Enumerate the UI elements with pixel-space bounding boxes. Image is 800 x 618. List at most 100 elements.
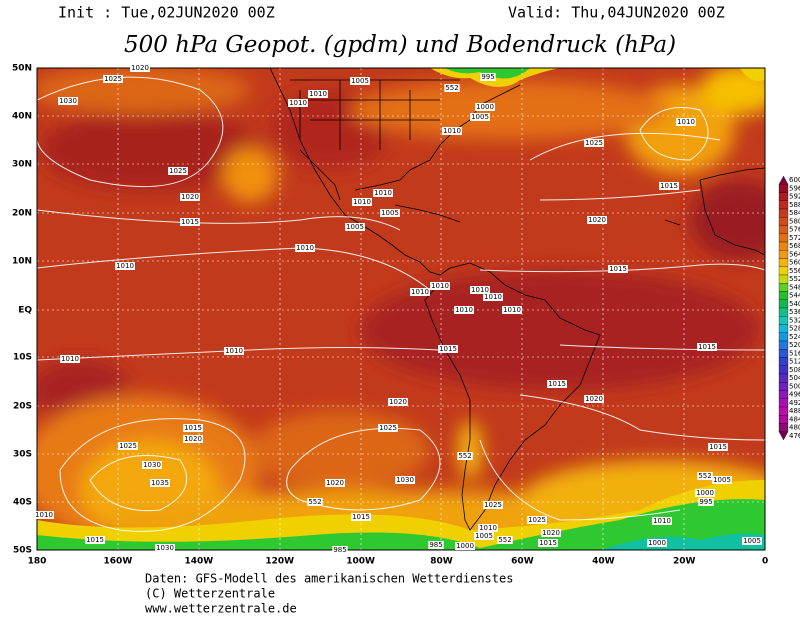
isobar-label-bg [442,127,462,135]
isobar-label: 1015 [539,539,557,547]
isobar-label: 1015 [709,443,727,451]
colorbar-label: 576 [789,226,800,234]
isobar-label-bg [180,218,200,226]
colorbar-swatch [778,307,789,317]
colorbar-label: 552 [789,275,800,283]
colorbar-label: 532 [789,316,800,324]
isobar-label: 1020 [131,64,149,72]
lat-label: 30S [13,450,32,460]
colorbar-label: 484 [789,415,800,423]
isobar-label: 985 [429,541,442,549]
lat-label: 10S [13,353,32,363]
isobar-label-bg [325,479,345,487]
isobar-label-bg [350,77,370,85]
isobar-label: 1010 [296,244,314,252]
isobar-label: 1010 [443,127,461,135]
colorbar-label: 508 [789,366,800,374]
colorbar-swatch [778,423,789,432]
colorbar-label: 540 [789,300,800,308]
isobar-label: 1010 [471,286,489,294]
isobar-label-bg [378,424,398,432]
colorbar-label: 548 [789,283,800,291]
isobar-label-bg [103,75,123,83]
colorbar-label: 544 [789,292,800,300]
colorbar-label: 568 [789,242,800,250]
isobar-label: 1010 [677,118,695,126]
lat-label: 10N [12,257,32,267]
lat-label: 50N [12,64,32,74]
isobar-label: 1010 [289,99,307,107]
map-frame [36,67,766,551]
isobar-label: 1010 [116,262,134,270]
isobar-label-bg [308,90,328,98]
colorbar-swatch [778,316,789,325]
isobar-label: 552 [458,452,471,460]
isobar-label: 1015 [548,380,566,388]
isobar-label: 1000 [456,542,474,550]
isobar-label: 552 [308,498,321,506]
colorbar-swatch [778,332,789,342]
isobar-label: 995 [481,73,494,81]
isobar-label: 1005 [713,476,731,484]
colorbar-label: 564 [789,250,800,258]
isobar-label-bg [608,265,628,273]
colorbar-label: 560 [789,259,800,267]
isobar-label-bg [58,97,78,105]
isobar-label: 1010 [61,355,79,363]
colorbar-label: 500 [789,382,800,390]
isobar-label-bg [455,542,475,550]
isobar-label: 1000 [648,539,666,547]
colorbar-label: 524 [789,333,800,341]
isobar-label-bg [712,476,732,484]
lon-label: 0 [762,557,768,567]
isobar-label: 995 [699,498,712,506]
colorbar-label: 476 [789,432,800,440]
colorbar-swatch [778,274,789,284]
isobar-label-bg [698,498,714,506]
isobar-label-bg [470,286,490,294]
isobar-label: 1020 [389,398,407,406]
isobar-label: 1035 [151,479,169,487]
isobar-label: 1010 [479,524,497,532]
isobar-label-bg [676,118,696,126]
isobar-label-bg [584,395,604,403]
isobar-label-bg [454,306,474,314]
colorbar-label: 584 [789,209,800,217]
isobar-label: 1015 [698,343,716,351]
isobar-label: 552 [498,536,511,544]
isobar-label: 1020 [326,479,344,487]
isobar-label: 1010 [35,511,53,519]
isobar-label-bg [470,113,490,121]
colorbar-swatch [778,200,789,210]
lon-label: 180 [28,557,47,567]
isobar-label-bg [183,435,203,443]
isobar-label: 1015 [352,513,370,521]
isobar-label-bg [352,198,372,206]
isobar-label-bg [480,73,496,81]
isobar-label: 1010 [411,288,429,296]
isobar-label: 1025 [379,424,397,432]
isobar-label: 1010 [353,198,371,206]
isobar-label-bg [150,479,170,487]
colorbar-label: 572 [789,234,800,242]
lon-label: 80W [430,557,453,567]
isobar-label-bg [742,537,762,545]
lon-label: 120W [265,557,294,567]
colorbar-swatch [778,431,789,441]
isobar-label-bg [428,541,444,549]
colorbar-swatch [778,415,789,424]
colorbar-label: 528 [789,325,800,333]
isobar-label: 1010 [374,189,392,197]
isobar-label-bg [332,546,348,554]
colorbar-label: 588 [789,201,800,209]
colorbar-label: 488 [789,407,800,415]
isobar-label: 1025 [119,442,137,450]
colorbar-label: 556 [789,267,800,275]
isobar-label-bg [345,223,365,231]
isobar-label-bg [180,193,200,201]
isobar-label-bg [60,355,80,363]
colorbar-swatch [778,291,789,300]
isobar-label-bg [142,461,162,469]
colorbar-swatch [778,324,789,333]
